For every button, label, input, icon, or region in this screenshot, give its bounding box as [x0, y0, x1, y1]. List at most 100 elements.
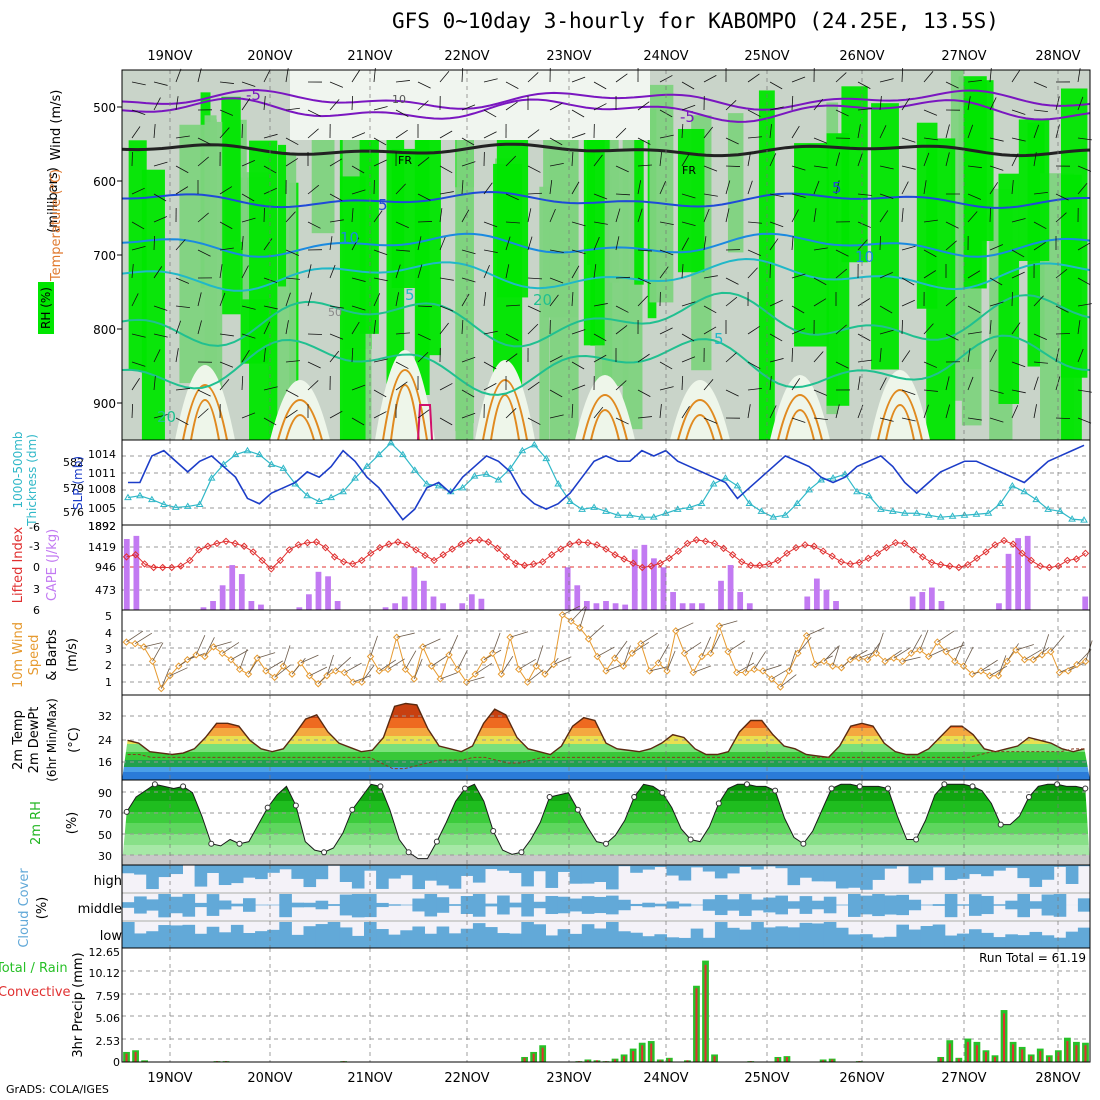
wind-barb	[1077, 96, 1084, 111]
temp-contour-30	[877, 389, 923, 441]
thickness-point	[960, 511, 969, 518]
cloud-high-cell	[388, 865, 401, 879]
wind-barb	[593, 221, 608, 225]
wind-barb	[901, 165, 916, 170]
rh-point	[1082, 785, 1089, 792]
cloud-high-cell	[218, 865, 232, 886]
wind-barb	[175, 68, 182, 83]
wind-barb	[285, 409, 298, 419]
cape-bar	[996, 603, 1002, 610]
cloud-mid-cell	[787, 901, 801, 909]
cloud-mid-cell	[618, 899, 631, 911]
wind-barb	[351, 277, 366, 282]
cloud-mid-cell	[884, 895, 897, 915]
precip-label3: 3hr Precip (mm)	[71, 952, 86, 1057]
precip-conv-bar	[1048, 1056, 1051, 1062]
wind-barb-10m	[684, 641, 702, 654]
wind-barb	[901, 417, 916, 422]
li-point	[575, 538, 583, 546]
thickness-point	[518, 446, 527, 454]
wind-barb	[681, 405, 690, 419]
wind-barb	[373, 320, 376, 335]
li-tick: 0	[33, 561, 40, 574]
wind-barb	[813, 277, 827, 286]
wind-barb	[593, 354, 607, 363]
wind-barb	[901, 389, 916, 395]
cloud-high-cell	[1065, 865, 1079, 884]
thickness-point	[1056, 507, 1065, 514]
cloud-high-cell	[593, 865, 607, 883]
wind-barb	[879, 377, 887, 391]
wind-barb	[637, 295, 649, 307]
cloud-low-cell	[714, 922, 728, 948]
wind-barb	[725, 296, 738, 307]
thickness-line	[127, 442, 1085, 521]
wind-barb	[923, 249, 937, 258]
isotherm-line	[122, 190, 1090, 209]
precip-conv-bar	[1084, 1045, 1087, 1062]
thickness-point	[566, 497, 575, 505]
cloud-high-cell	[1077, 865, 1091, 867]
wind-barb	[769, 193, 784, 198]
cloud-mid-cell	[545, 895, 559, 915]
li-point	[683, 539, 692, 548]
wind-barb	[241, 236, 244, 251]
wind-barb	[769, 333, 783, 342]
wind-barb	[571, 384, 586, 391]
cloud-high-cell	[400, 865, 413, 876]
cloud-low-cell	[727, 927, 740, 948]
cape-bar	[938, 601, 945, 610]
cloud-mid-cell	[194, 902, 208, 908]
wind-barb	[879, 78, 894, 83]
wind-barb	[571, 133, 586, 139]
temp-contour-30	[277, 399, 323, 441]
cape-bar	[679, 603, 686, 610]
wind-barb	[461, 277, 476, 283]
wind-barb	[1011, 70, 1021, 83]
wind-barb	[725, 277, 739, 285]
cape-bar	[238, 574, 245, 610]
thickness-point	[865, 491, 873, 499]
precip-conv-bar	[1021, 1049, 1024, 1062]
li-point	[548, 551, 556, 559]
cape-bar	[651, 558, 657, 610]
isotherm-line	[121, 232, 1091, 258]
temp-contour-35	[685, 414, 715, 441]
wind-barb	[659, 361, 673, 370]
cloud-high-cell	[170, 865, 183, 875]
wind-barb	[395, 332, 410, 335]
wind-barb	[659, 327, 673, 335]
cloud-low-cell	[1065, 931, 1079, 948]
wind-barb	[681, 124, 684, 139]
wind-barb	[307, 221, 321, 229]
wind-barb-10m	[910, 634, 923, 654]
temp-contour-30	[677, 399, 723, 441]
cloud-low-cell	[400, 930, 413, 948]
wind-barb	[659, 386, 674, 391]
cloud-mid-cell	[775, 895, 788, 915]
wind-barb	[241, 375, 244, 391]
cloud-high-cell	[194, 865, 208, 887]
wind-barb	[813, 351, 824, 363]
thickness-point	[1080, 516, 1088, 523]
wind-barb	[285, 137, 299, 146]
wind-speed-point	[1003, 657, 1011, 666]
wind-barb	[835, 180, 840, 195]
wind-barb	[263, 277, 278, 284]
wind-barb-10m	[501, 656, 514, 675]
cloud-high-cell	[630, 865, 643, 873]
thickness-point	[530, 440, 539, 448]
cloud-mid-cell	[230, 903, 244, 907]
contour-label: -5	[246, 86, 261, 104]
cape-tick: 1892	[88, 520, 116, 533]
li-point	[538, 558, 547, 566]
cloud-high-cell	[654, 865, 667, 868]
wind-barb	[395, 361, 409, 369]
cloud-high-cell	[848, 865, 861, 888]
thickness-point	[817, 476, 825, 483]
temp-contour-35	[885, 404, 915, 441]
wind-barb	[747, 136, 762, 139]
wind-barb	[417, 236, 422, 251]
wind-barb	[901, 277, 915, 286]
cloud-high-cell	[1041, 865, 1055, 880]
